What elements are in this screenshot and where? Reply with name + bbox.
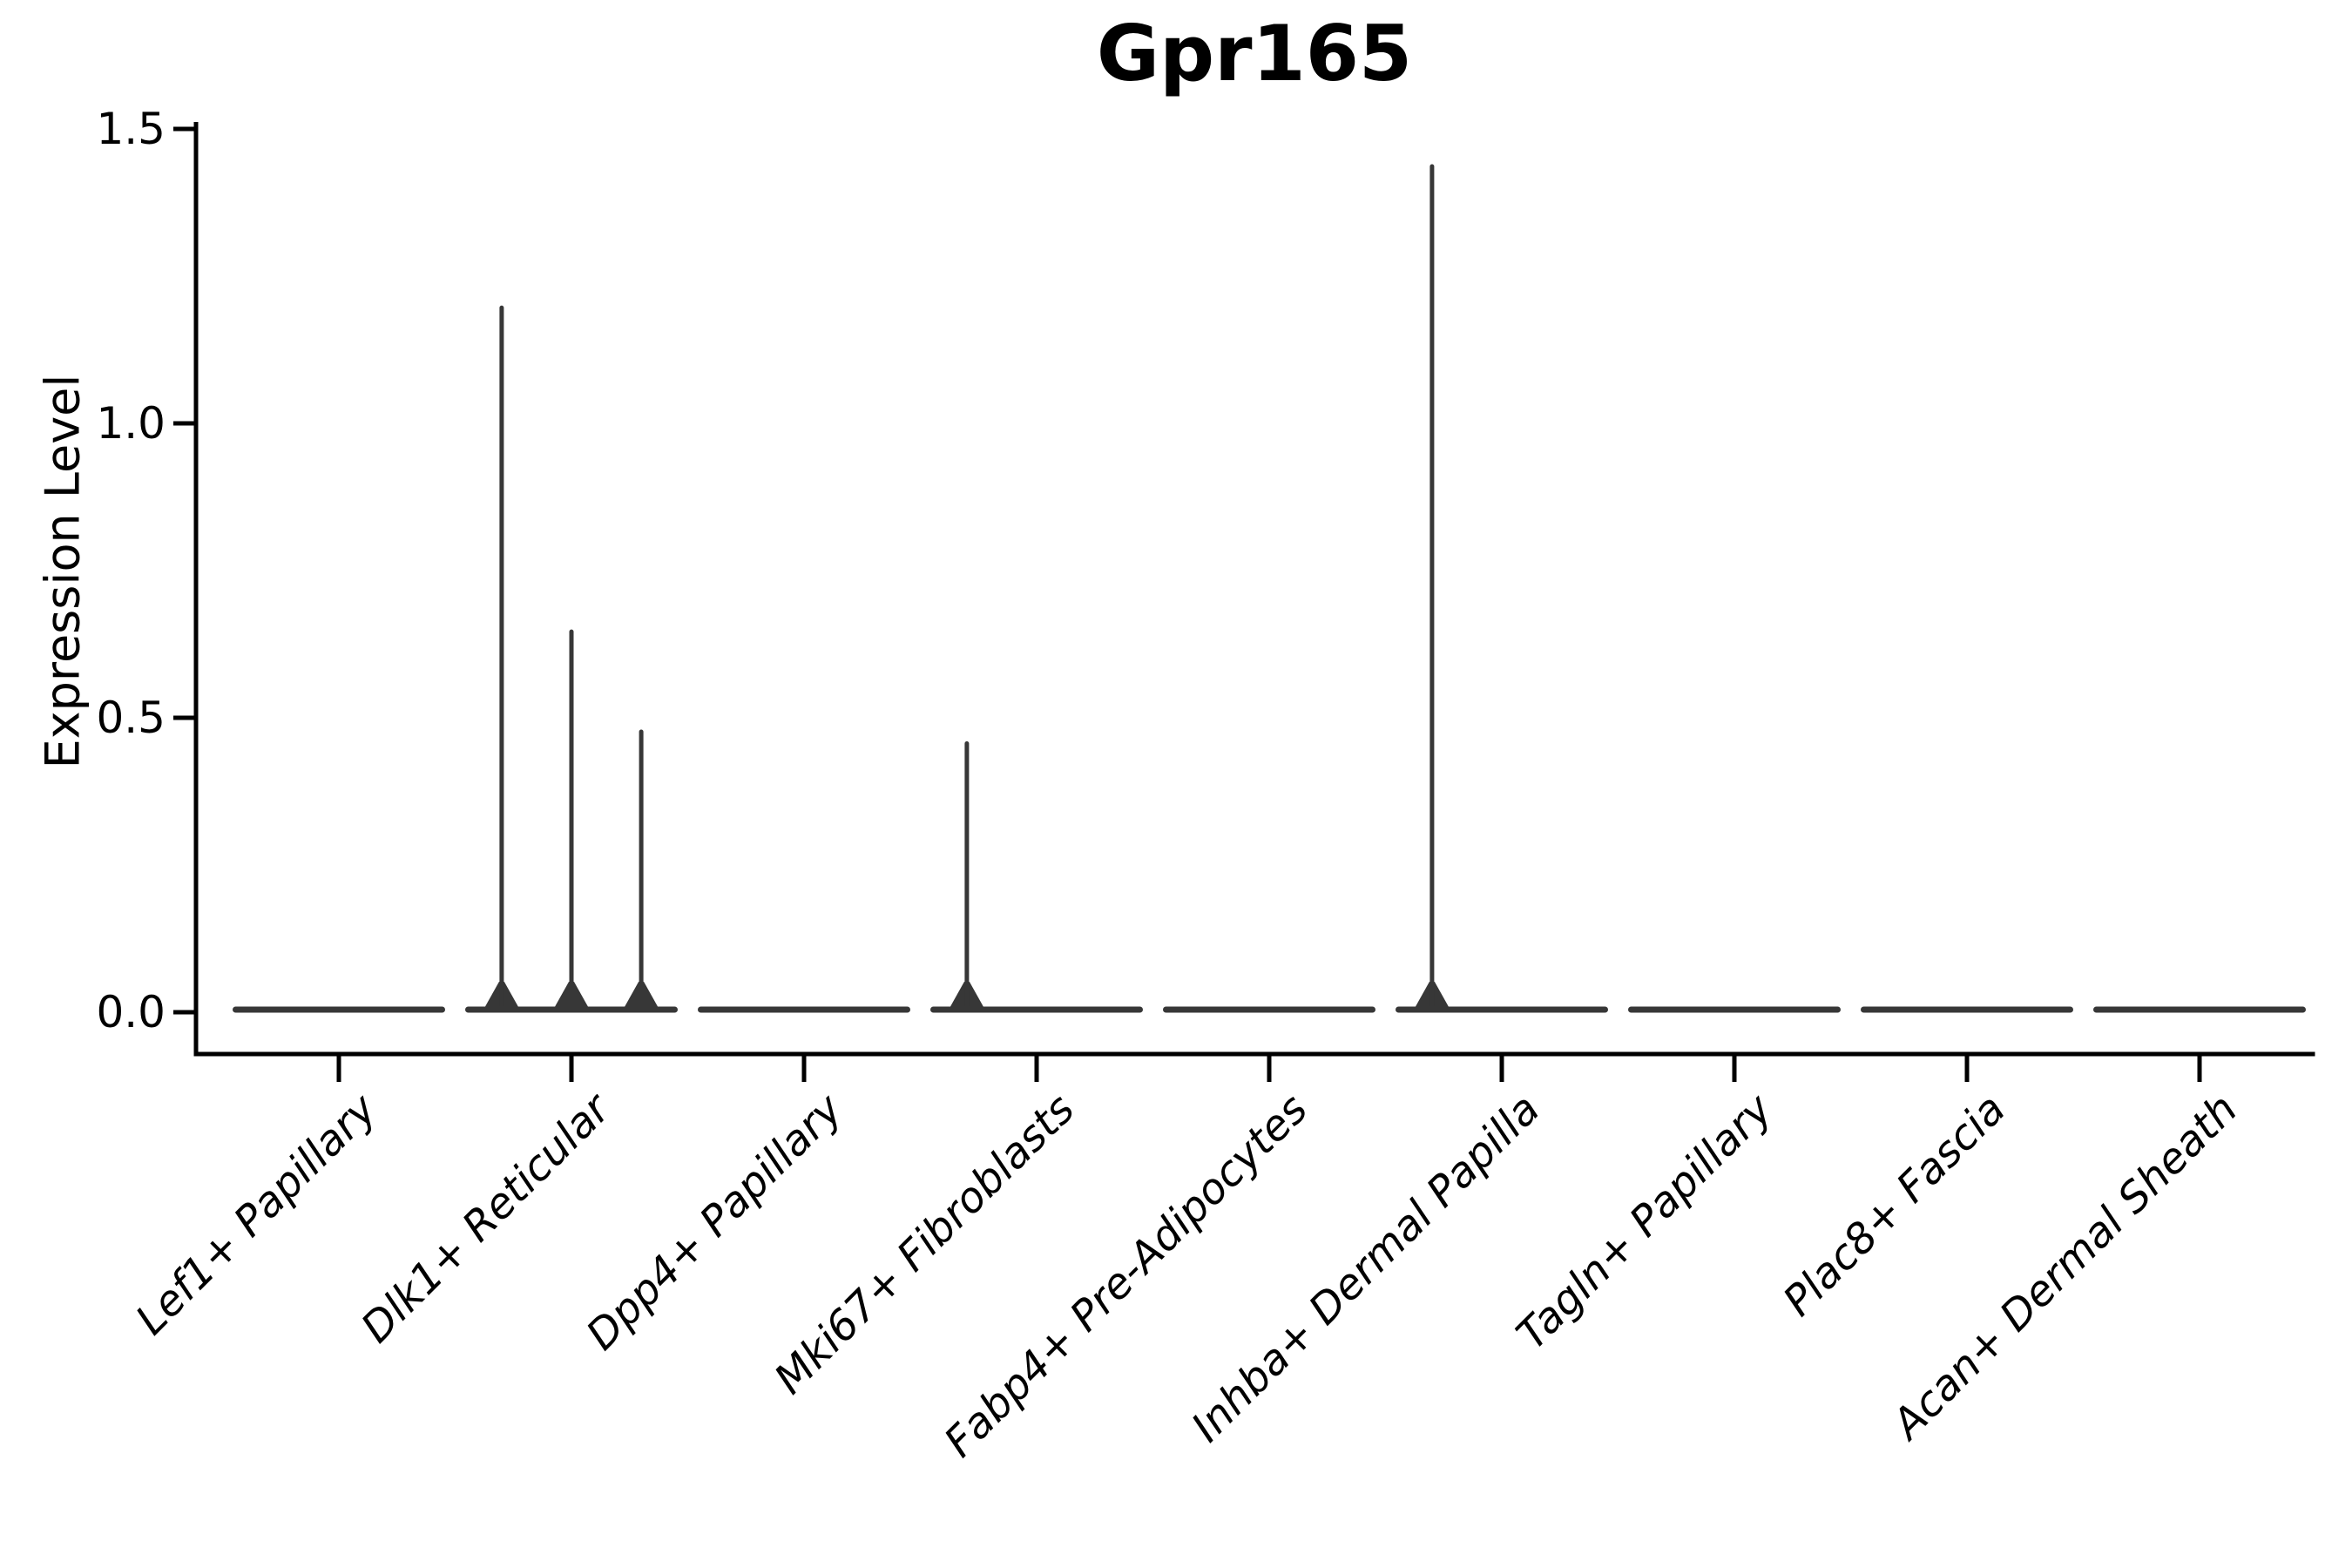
y-tick-label: 1.5 — [96, 104, 166, 154]
y-tick — [173, 421, 196, 426]
violin-base — [1396, 1006, 1608, 1013]
x-tick — [336, 1054, 341, 1082]
violin-base — [465, 1006, 678, 1013]
y-tick-label: 1.0 — [96, 398, 166, 449]
violin-spike — [1429, 164, 1435, 1012]
violin-spike — [499, 305, 504, 1012]
violin-base — [698, 1006, 910, 1013]
x-tick — [1034, 1054, 1039, 1082]
violin-base — [233, 1006, 445, 1013]
violin-base — [930, 1006, 1143, 1013]
violin-base — [1163, 1006, 1375, 1013]
x-tick — [801, 1054, 807, 1082]
x-tick — [569, 1054, 574, 1082]
violin-spike — [964, 741, 970, 1012]
y-tick — [173, 715, 196, 720]
violin-spike — [569, 629, 574, 1012]
x-tick — [2197, 1054, 2202, 1082]
violin-base — [2093, 1006, 2306, 1013]
y-tick-label: 0.0 — [96, 987, 166, 1037]
violin-spike — [639, 729, 644, 1012]
chart-title: Gpr165 — [1096, 9, 1413, 98]
x-tick — [1964, 1054, 1970, 1082]
y-axis-spine — [193, 122, 199, 1057]
y-tick — [173, 1010, 196, 1015]
x-tick — [1732, 1054, 1737, 1082]
x-tick — [1267, 1054, 1272, 1082]
x-tick — [1499, 1054, 1504, 1082]
violin-base — [1861, 1006, 2073, 1013]
y-tick — [173, 126, 196, 132]
violin-base — [1628, 1006, 1841, 1013]
x-axis-spine — [193, 1051, 2315, 1057]
y-tick-label: 0.5 — [96, 693, 166, 743]
